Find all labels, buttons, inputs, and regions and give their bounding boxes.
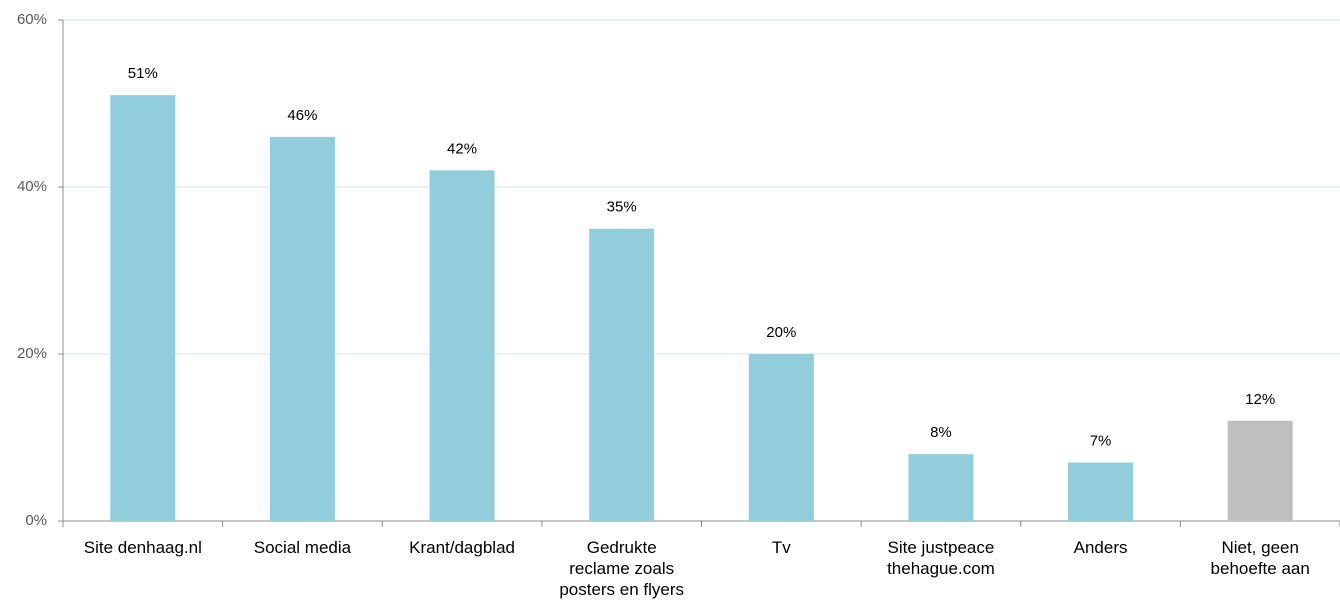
value-label: 8%: [930, 424, 952, 441]
value-label: 12%: [1245, 391, 1275, 408]
bar: [748, 354, 814, 521]
x-tick-label: Site justpeace thehague.com: [887, 538, 995, 578]
value-label: 35%: [607, 199, 637, 216]
x-tick-label: Niet, geen behoefte aan: [1210, 538, 1310, 578]
y-tick-label: 0%: [25, 512, 47, 529]
value-label: 20%: [766, 324, 796, 341]
x-tick-label: Site denhaag.nl: [83, 538, 202, 557]
value-label: 46%: [287, 107, 317, 124]
bar: [429, 170, 495, 522]
value-label: 51%: [128, 65, 158, 82]
x-tick-label: Gedrukte reclame zoals posters en flyers: [559, 538, 685, 599]
y-tick-label: 60%: [17, 11, 47, 28]
x-tick-label: Krant/dagblad: [409, 538, 515, 557]
bar: [110, 95, 176, 522]
bar: [269, 136, 335, 521]
bar: [1068, 462, 1134, 521]
x-tick-label: Social media: [253, 538, 352, 557]
bar: [1227, 420, 1293, 521]
x-tick-label: Tv: [771, 538, 791, 557]
bar: [589, 228, 655, 521]
value-label: 7%: [1090, 433, 1112, 450]
y-tick-label: 20%: [17, 345, 47, 362]
bar: [908, 454, 974, 521]
x-tick-label: Anders: [1073, 538, 1128, 557]
y-tick-label: 40%: [17, 178, 47, 195]
value-label: 42%: [447, 140, 477, 157]
